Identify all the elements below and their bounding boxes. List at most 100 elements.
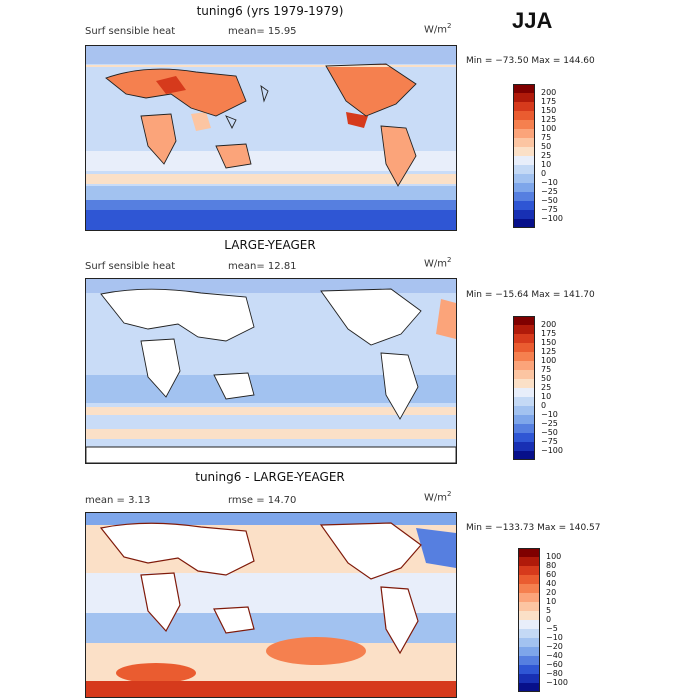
colorbar-swatch	[518, 611, 540, 620]
colorbar-swatch	[513, 156, 535, 165]
panel-2-colorbar: 200 175 150 125 100 75 50 25 10 0 −10 −25 −50 −75 −100	[513, 316, 583, 460]
colorbar-swatch	[513, 102, 535, 111]
colorbar-tick-label: 80	[546, 561, 557, 570]
colorbar-tick-label: 40	[546, 579, 557, 588]
colorbar-swatch	[518, 656, 540, 665]
colorbar-tick-label: −100	[541, 446, 563, 455]
colorbar-swatch	[513, 415, 535, 424]
panel-2-variable: Surf sensible heat	[85, 261, 176, 272]
panel-1-variable: Surf sensible heat	[85, 26, 176, 37]
colorbar-swatch	[518, 548, 540, 557]
colorbar-swatch	[513, 388, 535, 397]
colorbar-tick-label: 175	[541, 329, 557, 338]
colorbar-tick-label: −75	[541, 437, 558, 446]
colorbar-tick-label: 5	[546, 606, 552, 615]
panel-2-map	[85, 278, 457, 464]
season-label: JJA	[512, 8, 553, 33]
colorbar-swatch	[513, 201, 535, 210]
colorbar-swatch	[518, 638, 540, 647]
panel-1-units: W/m2	[424, 22, 452, 36]
colorbar-swatch	[513, 334, 535, 343]
colorbar-tick-label: −100	[546, 678, 568, 687]
colorbar-swatch	[518, 620, 540, 629]
colorbar-tick-label: 100	[541, 356, 557, 365]
panel-3-title: tuning6 - LARGE-YEAGER	[195, 470, 345, 484]
panel-1-minmax: Min = −73.50 Max = 144.60	[466, 56, 595, 66]
colorbar-tick-label: 25	[541, 383, 552, 392]
panel-1-map-svg	[86, 46, 456, 230]
colorbar-swatch	[518, 602, 540, 611]
panel-1-title: tuning6 (yrs 1979-1979)	[196, 4, 344, 18]
colorbar-swatch	[513, 442, 535, 451]
colorbar-tick-label: 200	[541, 320, 557, 329]
panel-3-rmse: rmse = 14.70	[228, 495, 297, 506]
colorbar-tick-label: 10	[546, 597, 557, 606]
colorbar-tick-label: 20	[546, 588, 557, 597]
colorbar-swatch	[518, 557, 540, 566]
colorbar-tick-label: 150	[541, 106, 557, 115]
colorbar-tick-label: 100	[541, 124, 557, 133]
colorbar-tick-label: −10	[546, 633, 563, 642]
panel-2-mean: mean= 12.81	[228, 261, 297, 272]
colorbar-swatch	[513, 451, 535, 460]
colorbar-tick-label: 60	[546, 570, 557, 579]
colorbar-swatch	[513, 147, 535, 156]
panel-1-mean: mean= 15.95	[228, 26, 297, 37]
panel-2-minmax: Min = −15.64 Max = 141.70	[466, 290, 595, 300]
colorbar-swatch	[513, 183, 535, 192]
colorbar-tick-label: 50	[541, 142, 552, 151]
panel-2-units: W/m2	[424, 256, 452, 270]
colorbar-swatch	[513, 424, 535, 433]
panel-2-title: LARGE-YEAGER	[224, 238, 316, 252]
colorbar-swatch	[518, 593, 540, 602]
colorbar-swatch	[513, 397, 535, 406]
colorbar-swatch	[513, 129, 535, 138]
colorbar-tick-label: −10	[541, 178, 558, 187]
colorbar-swatch	[513, 370, 535, 379]
panel-3-colorbar: 100 80 60 40 20 10 5 0 −5 −10 −20 −40 −60 −80 −100	[518, 548, 588, 692]
colorbar-tick-label: −50	[541, 428, 558, 437]
colorbar-tick-label: 25	[541, 151, 552, 160]
colorbar-swatch	[513, 343, 535, 352]
colorbar-tick-label: −60	[546, 660, 563, 669]
colorbar-swatch	[513, 316, 535, 325]
colorbar-tick-label: −80	[546, 669, 563, 678]
colorbar-tick-label: 125	[541, 347, 557, 356]
colorbar-swatch	[518, 575, 540, 584]
colorbar-swatch	[513, 120, 535, 129]
panel-3-map-svg	[86, 513, 456, 697]
colorbar-swatch	[513, 84, 535, 93]
colorbar-swatch	[513, 111, 535, 120]
colorbar-tick-label: 125	[541, 115, 557, 124]
colorbar-swatch	[518, 674, 540, 683]
colorbar-swatch	[518, 665, 540, 674]
colorbar-tick-label: 100	[546, 552, 562, 561]
colorbar-swatch	[513, 210, 535, 219]
colorbar-swatch	[518, 566, 540, 575]
colorbar-tick-label: 175	[541, 97, 557, 106]
colorbar-swatch	[518, 584, 540, 593]
panel-3-map	[85, 512, 457, 698]
panel-3-units: W/m2	[424, 490, 452, 504]
colorbar-tick-label: −5	[546, 624, 558, 633]
colorbar-swatch	[513, 379, 535, 388]
colorbar-swatch	[513, 325, 535, 334]
colorbar-swatch	[513, 192, 535, 201]
panel-1-colorbar: 200 175 150 125 100 75 50 25 10 0 −10 −25 −50 −75 −100	[513, 84, 583, 228]
colorbar-swatch	[513, 361, 535, 370]
colorbar-tick-label: 50	[541, 374, 552, 383]
colorbar-tick-label: 200	[541, 88, 557, 97]
colorbar-tick-label: −40	[546, 651, 563, 660]
colorbar-tick-label: 0	[546, 615, 552, 624]
colorbar-tick-label: −50	[541, 196, 558, 205]
colorbar-swatch	[513, 352, 535, 361]
colorbar-tick-label: −75	[541, 205, 558, 214]
colorbar-tick-label: 75	[541, 365, 552, 374]
colorbar-swatch	[513, 165, 535, 174]
colorbar-tick-label: 150	[541, 338, 557, 347]
colorbar-tick-label: −25	[541, 419, 558, 428]
colorbar-tick-label: −100	[541, 214, 563, 223]
colorbar-tick-label: 0	[541, 169, 547, 178]
colorbar-tick-label: −25	[541, 187, 558, 196]
colorbar-swatch	[513, 93, 535, 102]
